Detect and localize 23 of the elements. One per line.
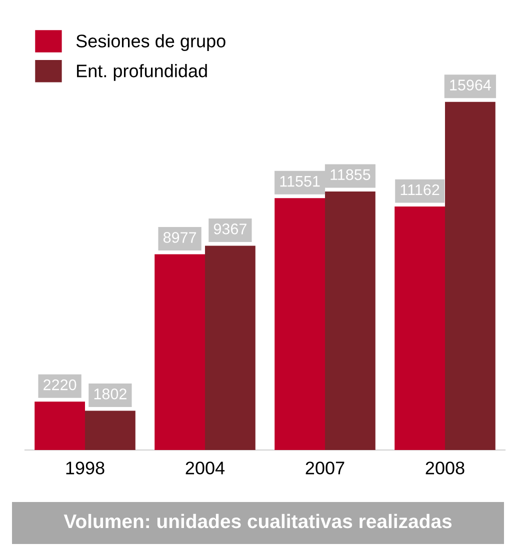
text: Volumen: unidades cualitativas realizadas xyxy=(64,514,452,528)
bar xyxy=(85,410,136,450)
bar xyxy=(325,191,376,450)
x-tick-label: 1998 xyxy=(66,462,104,474)
data-label: 2220 xyxy=(44,379,76,390)
legend-label: Sesiones de grupo xyxy=(76,34,226,52)
x-tick-label: 2007 xyxy=(306,462,344,474)
data-label: 9367 xyxy=(214,224,246,234)
data-label: 11162 xyxy=(400,184,440,196)
data-label: 8977 xyxy=(163,232,196,243)
x-tick-label: 2004 xyxy=(186,462,225,474)
data-label: 1802 xyxy=(94,388,126,400)
legend-label: Ent. profundidad xyxy=(77,64,207,81)
x-tick-label: 2008 xyxy=(426,462,464,474)
bar xyxy=(394,206,445,450)
bar xyxy=(205,246,256,450)
data-label: 11551 xyxy=(280,176,320,187)
bar xyxy=(154,254,205,450)
data-label: 15964 xyxy=(450,80,491,90)
bar xyxy=(274,198,325,450)
bar xyxy=(445,102,496,450)
data-label: 11855 xyxy=(330,169,370,180)
bar xyxy=(34,402,85,450)
